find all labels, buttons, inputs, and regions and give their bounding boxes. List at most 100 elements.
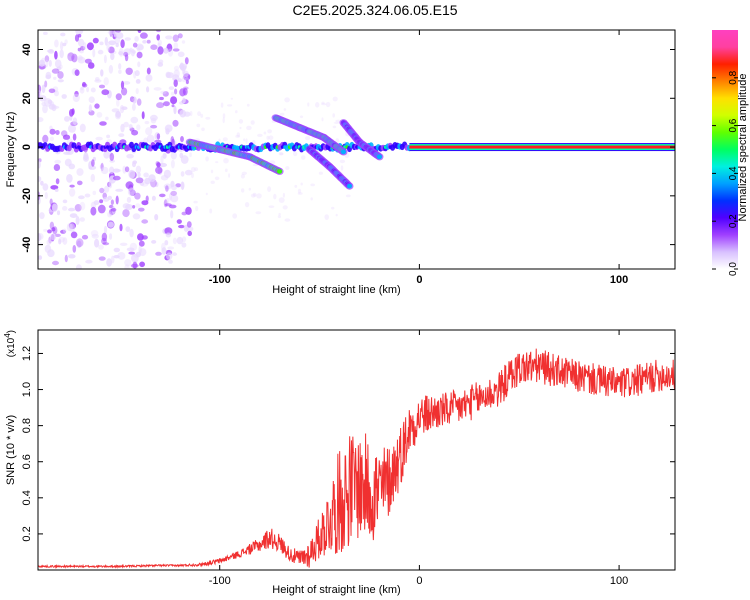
noise-speckle: [69, 184, 75, 188]
noise-speckle: [146, 86, 150, 93]
noise-speckle: [166, 252, 173, 260]
noise-speckle: [88, 104, 92, 113]
noise-speckle: [99, 199, 104, 204]
noise-speckle: [220, 102, 224, 108]
noise-speckle: [137, 172, 141, 178]
noise-speckle: [134, 70, 140, 77]
noise-speckle: [159, 96, 164, 101]
snr-frame: [37, 329, 676, 571]
noise-speckle: [95, 77, 100, 82]
noise-speckle: [321, 101, 325, 105]
noise-speckle: [115, 195, 119, 205]
multiplier-close: ): [6, 330, 17, 333]
noise-speckle: [112, 168, 121, 173]
noise-speckle: [284, 218, 291, 222]
noise-speckle: [42, 183, 49, 191]
noise-speckle: [43, 31, 48, 35]
noise-speckle: [156, 34, 160, 41]
noise-speckle: [68, 124, 76, 133]
noise-speckle: [106, 258, 112, 267]
noise-speckle: [156, 133, 161, 140]
noise-speckle: [315, 102, 320, 108]
noise-speckle: [181, 181, 185, 191]
noise-speckle: [97, 204, 106, 214]
noise-speckle: [172, 237, 177, 245]
noise-speckle: [77, 38, 85, 47]
noise-speckle: [163, 169, 171, 179]
noise-speckle: [218, 138, 221, 142]
noise-speckle: [248, 187, 251, 191]
noise-speckle: [124, 259, 132, 267]
noise-speckle: [138, 240, 145, 247]
noise-speckle: [241, 171, 247, 175]
noise-speckle: [160, 90, 167, 95]
colorbar-label: Normalized spectral amplitude: [737, 74, 749, 222]
noise-speckle: [107, 30, 115, 35]
noise-speckle: [48, 88, 56, 94]
noise-speckle: [124, 166, 130, 173]
noise-speckle: [108, 40, 117, 46]
noise-speckle: [61, 94, 67, 99]
noise-speckle: [236, 132, 240, 138]
noise-speckle: [132, 160, 138, 165]
noise-speckle: [136, 98, 142, 106]
noise-speckle: [69, 213, 78, 219]
noise-speckle: [45, 74, 52, 80]
noise-speckle: [169, 193, 172, 201]
noise-speckle: [128, 124, 133, 129]
spectrogram-plot-area: [38, 30, 675, 269]
noise-speckle: [157, 62, 164, 67]
noise-speckle: [55, 178, 60, 185]
noise-speckle: [138, 207, 145, 212]
snr-series-line: [38, 348, 675, 570]
x-tick-label: 100: [610, 274, 628, 286]
noise-speckle: [168, 204, 177, 209]
noise-speckle: [163, 47, 169, 54]
noise-speckle: [38, 176, 42, 182]
noise-speckle: [310, 183, 316, 187]
noise-speckle: [130, 116, 139, 124]
noise-speckle: [155, 251, 162, 256]
noise-speckle: [78, 195, 85, 200]
chart-title: C2E5.2025.324.06.05.E15: [292, 2, 458, 18]
noise-speckle: [42, 134, 49, 143]
y-tick-label: -20: [21, 188, 33, 204]
noise-speckle: [103, 54, 107, 64]
noise-speckle: [181, 40, 186, 44]
noise-speckle: [133, 71, 137, 79]
noise-speckle: [74, 90, 79, 98]
noise-speckle: [223, 157, 229, 164]
x-axis-label: Height of straight line (km): [272, 584, 400, 596]
noise-speckle: [122, 81, 131, 85]
noise-speckle: [263, 131, 267, 135]
noise-speckle: [273, 193, 277, 200]
noise-speckle: [38, 59, 45, 67]
noise-speckle: [59, 41, 64, 51]
noise-speckle: [172, 119, 179, 127]
x-tick-label: -100: [209, 274, 231, 286]
noise-speckle: [340, 165, 344, 171]
noise-speckle: [86, 86, 90, 93]
noise-speckle: [77, 47, 81, 52]
noise-speckle: [180, 136, 184, 143]
noise-speckle: [146, 39, 151, 44]
noise-speckle: [82, 81, 86, 87]
noise-speckle: [186, 221, 192, 228]
noise-speckle: [135, 88, 139, 95]
noise-speckle: [80, 46, 86, 51]
colorbar-tick-label: 0.4: [728, 166, 739, 180]
noise-speckle: [164, 240, 169, 246]
noise-speckle: [67, 52, 75, 62]
noise-speckle: [173, 69, 180, 78]
noise-speckle: [245, 138, 248, 144]
noise-speckle: [156, 162, 161, 168]
noise-speckle: [74, 34, 80, 42]
noise-speckle: [282, 192, 285, 198]
x-tick-label: -100: [209, 575, 231, 587]
noise-speckle: [267, 129, 272, 134]
noise-speckle: [285, 166, 290, 170]
noise-speckle: [54, 90, 59, 97]
noise-speckle: [118, 47, 124, 57]
noise-speckle: [54, 233, 61, 237]
y-multiplier: (x104): [3, 330, 17, 357]
